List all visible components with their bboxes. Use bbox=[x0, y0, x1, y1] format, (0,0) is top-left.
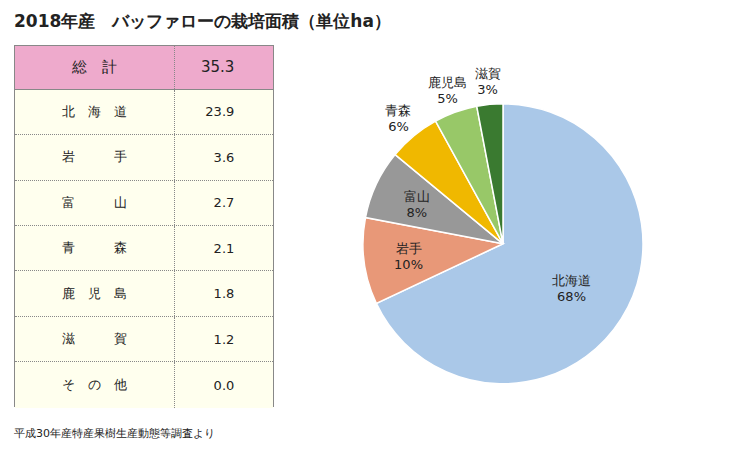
html-text:平成30年産特産果樹生産動態等調査より: 平成30年産特産果樹生産動態等調査より bbox=[14, 427, 215, 440]
html-text:総 計: 総 計 bbox=[72, 57, 117, 76]
svg-text:青森6%: 青森6% bbox=[385, 103, 411, 134]
html-text:2018年産 バッファローの栽培面積（単位ha）: 2018年産 バッファローの栽培面積（単位ha） bbox=[14, 11, 391, 31]
html-text:1.8: 1.8 bbox=[213, 286, 235, 302]
html-text:北 海 道: 北 海 道 bbox=[62, 103, 127, 119]
html-text:0.0: 0.0 bbox=[213, 377, 235, 393]
html-text:滋 賀: 滋 賀 bbox=[62, 331, 127, 347]
html-text:1.2: 1.2 bbox=[213, 331, 235, 347]
svg-text:富山8%: 富山8% bbox=[404, 189, 430, 220]
svg-text:鹿児島5%: 鹿児島5% bbox=[428, 75, 467, 106]
html-text:富 山: 富 山 bbox=[62, 194, 127, 210]
svg-text:滋賀3%: 滋賀3% bbox=[475, 66, 501, 97]
html-text:鹿 児 島: 鹿 児 島 bbox=[62, 285, 127, 301]
html-text:2.7: 2.7 bbox=[213, 195, 235, 211]
html-text:青 森: 青 森 bbox=[62, 240, 127, 256]
html-text:23.9: 23.9 bbox=[205, 104, 235, 120]
html-text:3.6: 3.6 bbox=[213, 149, 235, 165]
svg-text:北海道68%: 北海道68% bbox=[552, 273, 591, 304]
svg-text:岩手10%: 岩手10% bbox=[394, 241, 423, 272]
html-text:そ の 他: そ の 他 bbox=[62, 377, 127, 393]
html-text:岩 手: 岩 手 bbox=[62, 149, 127, 165]
html-text:2.1: 2.1 bbox=[213, 240, 235, 256]
html-text:35.3: 35.3 bbox=[200, 58, 235, 77]
